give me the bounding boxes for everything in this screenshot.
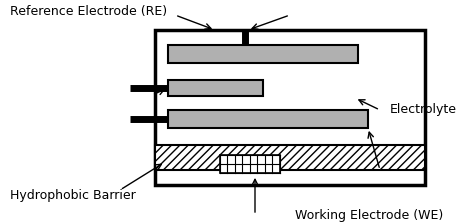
Bar bbox=[168, 80, 263, 96]
Bar bbox=[168, 110, 368, 128]
Text: Reference Electrode (RE): Reference Electrode (RE) bbox=[10, 6, 167, 19]
Bar bbox=[155, 145, 425, 170]
Text: Working Electrode (WE): Working Electrode (WE) bbox=[295, 209, 443, 221]
Bar bbox=[155, 30, 425, 185]
Text: Electrolyte: Electrolyte bbox=[390, 103, 457, 116]
Bar bbox=[220, 155, 280, 173]
Text: Hydrophobic Barrier: Hydrophobic Barrier bbox=[10, 188, 136, 202]
Bar bbox=[168, 45, 358, 63]
